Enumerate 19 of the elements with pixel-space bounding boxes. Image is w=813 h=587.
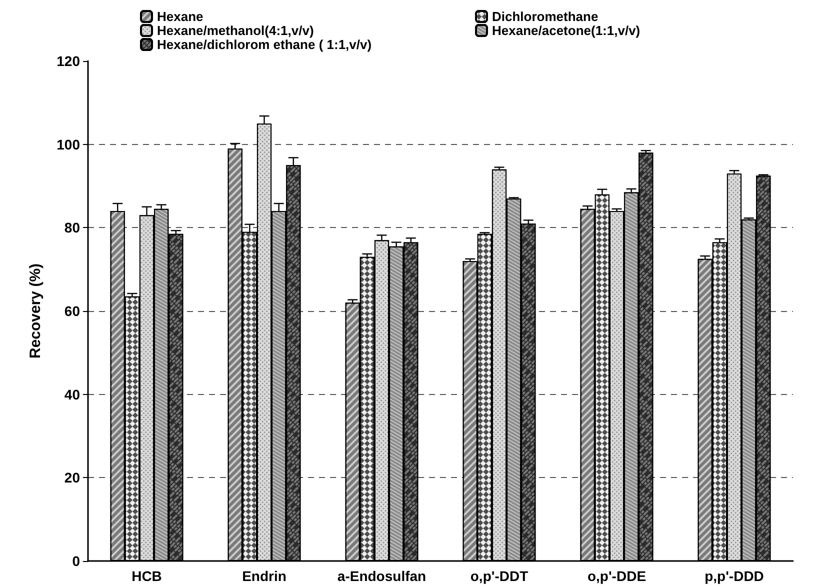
- y-tick-label: 0: [72, 553, 80, 569]
- legend-label: Hexane/dichlorom ethane ( 1:1,v/v): [157, 37, 372, 52]
- y-axis-title: Recovery (%): [27, 263, 44, 359]
- x-tick-label: p,p'-DDD: [704, 568, 764, 584]
- y-tick-label: 40: [64, 386, 80, 402]
- x-tick-label: a-Endosulfan: [337, 568, 426, 584]
- x-tick-label: o,p'-DDE: [587, 568, 646, 584]
- x-tick-label: HCB: [132, 568, 162, 584]
- y-tick-label: 100: [56, 136, 80, 152]
- y-tick-label: 20: [64, 470, 80, 486]
- x-tick-label: Endrin: [242, 568, 286, 584]
- x-tick-label: o,p'-DDT: [470, 568, 529, 584]
- legend-label: Hexane/methanol(4:1,v/v): [157, 23, 314, 38]
- y-tick-label: 80: [64, 220, 80, 236]
- legend-label: Hexane/acetone(1:1,v/v): [492, 23, 640, 38]
- legend-label: Dichloromethane: [492, 9, 598, 24]
- legend-label: Hexane: [157, 9, 204, 24]
- y-tick-label: 120: [56, 53, 80, 69]
- y-tick-label: 60: [64, 303, 80, 319]
